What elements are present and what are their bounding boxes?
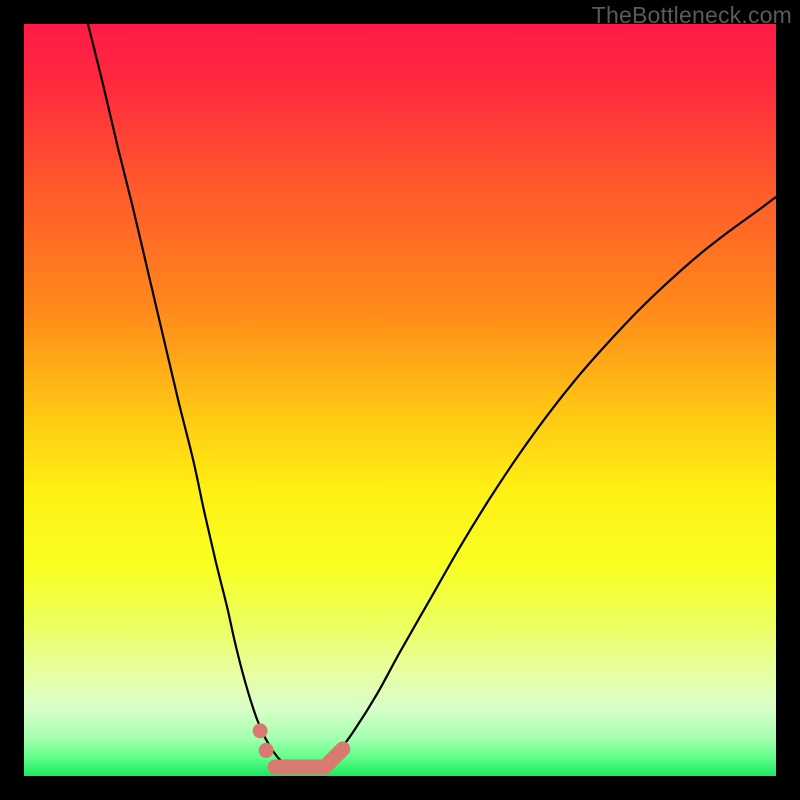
gradient-background: [24, 24, 776, 776]
valley-marker-dot: [259, 743, 274, 758]
valley-marker-dot: [253, 723, 268, 738]
bottleneck-chart: [24, 24, 776, 776]
chart-frame: TheBottleneck.com: [0, 0, 800, 800]
watermark-text: TheBottleneck.com: [592, 2, 792, 29]
